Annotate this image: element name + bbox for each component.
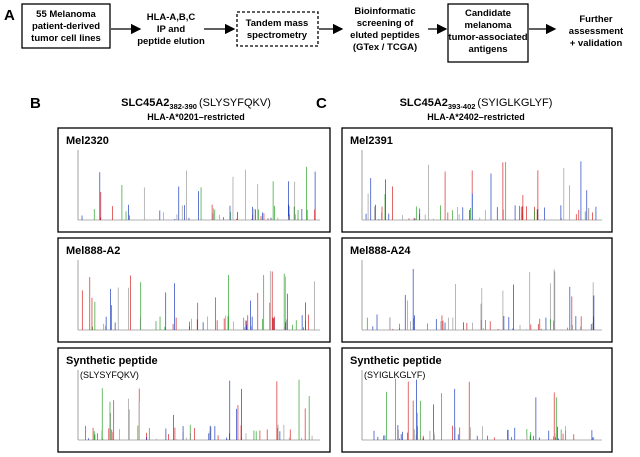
step-text: antigens <box>468 44 507 55</box>
step-text: Tandem mass <box>246 18 309 29</box>
step-text: Bioinformatic <box>354 6 415 17</box>
sample-label: Mel2320 <box>66 135 109 147</box>
peptide: (SYIGLKGLYF) <box>477 97 552 109</box>
sample-label: Mel2391 <box>350 135 393 147</box>
step-text: assessment <box>569 26 624 37</box>
spectrum-frame <box>341 237 613 343</box>
panel-title: SLC45A2382-390 (SLYSYFQKV) <box>121 97 271 111</box>
sample-label: Synthetic peptide <box>350 355 442 367</box>
step-text: Further <box>579 14 613 25</box>
panel-label: C <box>316 95 327 112</box>
step-text: HLA-A,B,C <box>147 12 196 23</box>
sample-label: Mel888-A2 <box>66 245 120 257</box>
residue-range: 382-390 <box>169 102 197 111</box>
sample-label: Synthetic peptide <box>66 355 158 367</box>
step-text: + validation <box>570 38 623 49</box>
residue-range: 393-402 <box>448 102 476 111</box>
step-text: IP and <box>157 24 186 35</box>
step-box <box>21 3 111 49</box>
gene: SLC45A2 <box>121 97 169 109</box>
step-box <box>447 3 529 63</box>
step-text: Candidate <box>465 8 511 19</box>
step-text: screening of <box>357 18 414 29</box>
peptide: (SLYSYFQKV) <box>199 97 271 109</box>
panel-title: SLC45A2393-402 (SYIGLKGLYF) <box>400 97 553 111</box>
panel-label: B <box>30 95 41 112</box>
step-box <box>236 11 319 47</box>
step-text: eluted peptides <box>350 30 420 41</box>
restriction: HLA-A*0201–restricted <box>147 112 245 122</box>
step-text: tumor cell lines <box>31 33 101 44</box>
sample-peptide: (SYIGLKGLYF) <box>364 370 425 380</box>
spectrum-frame <box>57 347 331 453</box>
step-text: patient-derived <box>32 21 100 32</box>
step-text: (GTex / TCGA) <box>353 42 417 53</box>
spectrum-frame <box>341 127 613 233</box>
restriction: HLA-A*2402–restricted <box>427 112 525 122</box>
step-text: peptide elution <box>137 36 205 47</box>
sample-peptide: (SLYSYFQKV) <box>80 370 139 380</box>
step-text: 55 Melanoma <box>36 9 96 20</box>
gene: SLC45A2 <box>400 97 448 109</box>
spectrum-frame <box>57 127 331 233</box>
step-text: spectrometry <box>247 30 308 41</box>
panel-label: A <box>4 7 15 24</box>
step-text: melanoma <box>465 20 513 31</box>
step-text: tumor-associated <box>448 32 527 43</box>
sample-label: Mel888-A24 <box>350 245 411 257</box>
